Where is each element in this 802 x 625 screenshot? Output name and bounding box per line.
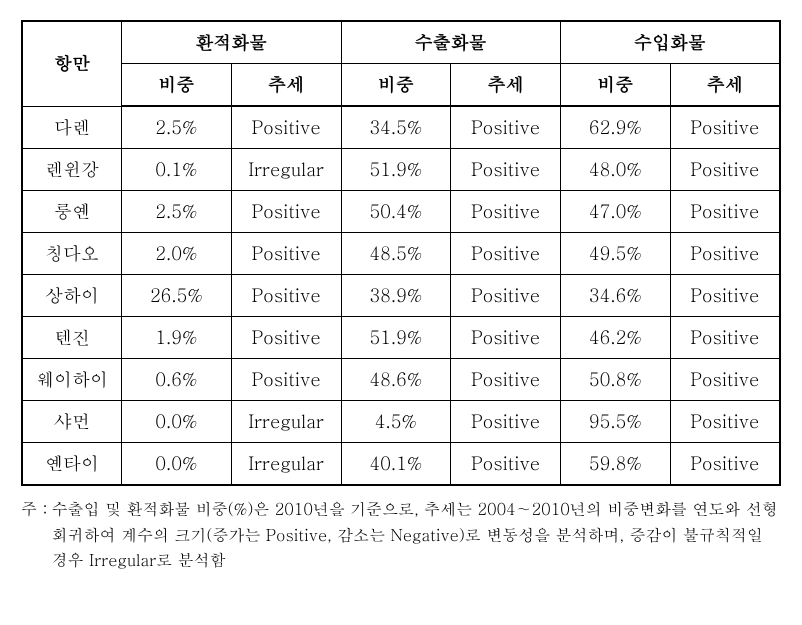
data-cell: 38.9%	[341, 275, 451, 317]
port-cell: 웨이하이	[22, 359, 122, 401]
data-cell: Positive	[451, 401, 561, 443]
data-cell: 2.5%	[122, 191, 232, 233]
data-cell: 46.2%	[560, 317, 670, 359]
data-cell: Positive	[231, 106, 341, 149]
footnote-label: 주 :	[21, 496, 52, 573]
data-cell: 50.4%	[341, 191, 451, 233]
footnote: 주 : 수출입 및 환적화물 비중(%)은 2010년을 기준으로, 추세는 2…	[21, 496, 781, 573]
header-sub-0-0: 비중	[122, 64, 232, 107]
data-cell: 59.8%	[560, 443, 670, 486]
table-row: 옌타이0.0%Irregular40.1%Positive59.8%Positi…	[22, 443, 780, 486]
data-cell: Positive	[670, 106, 780, 149]
header-group-2: 수입화물	[560, 21, 780, 64]
port-cell: 렌윈강	[22, 149, 122, 191]
header-sub-2-1: 추세	[670, 64, 780, 107]
data-cell: 51.9%	[341, 317, 451, 359]
data-cell: Positive	[451, 106, 561, 149]
table-row: 상하이26.5%Positive38.9%Positive34.6%Positi…	[22, 275, 780, 317]
header-sub-2-0: 비중	[560, 64, 670, 107]
header-sub-1-1: 추세	[451, 64, 561, 107]
table-body: 다렌2.5%Positive34.5%Positive62.9%Positive…	[22, 106, 780, 485]
port-cell: 옌타이	[22, 443, 122, 486]
data-cell: Positive	[670, 317, 780, 359]
table-row: 텐진1.9%Positive51.9%Positive46.2%Positive	[22, 317, 780, 359]
data-cell: Irregular	[231, 401, 341, 443]
data-cell: 0.0%	[122, 401, 232, 443]
data-cell: Positive	[670, 233, 780, 275]
data-cell: Positive	[670, 149, 780, 191]
data-cell: 50.8%	[560, 359, 670, 401]
data-cell: 95.5%	[560, 401, 670, 443]
data-cell: Positive	[451, 275, 561, 317]
data-cell: 48.6%	[341, 359, 451, 401]
table-row: 룽옌2.5%Positive50.4%Positive47.0%Positive	[22, 191, 780, 233]
data-cell: Irregular	[231, 443, 341, 486]
data-cell: 4.5%	[341, 401, 451, 443]
header-row-sub: 비중 추세 비중 추세 비중 추세	[22, 64, 780, 107]
data-cell: 34.5%	[341, 106, 451, 149]
data-cell: Positive	[231, 317, 341, 359]
data-cell: 48.5%	[341, 233, 451, 275]
data-cell: Positive	[231, 233, 341, 275]
port-cell: 상하이	[22, 275, 122, 317]
data-cell: Positive	[231, 275, 341, 317]
cargo-table: 항만 환적화물 수출화물 수입화물 비중 추세 비중 추세 비중 추세 다렌2.…	[21, 20, 781, 486]
header-group-0: 환적화물	[122, 21, 342, 64]
table-row: 샤먼0.0%Irregular4.5%Positive95.5%Positive	[22, 401, 780, 443]
data-cell: Positive	[670, 191, 780, 233]
data-cell: Positive	[670, 443, 780, 486]
data-cell: 40.1%	[341, 443, 451, 486]
data-cell: Positive	[451, 317, 561, 359]
table-row: 웨이하이0.6%Positive48.6%Positive50.8%Positi…	[22, 359, 780, 401]
header-port: 항만	[22, 21, 122, 106]
data-cell: Irregular	[231, 149, 341, 191]
data-cell: Positive	[670, 275, 780, 317]
data-cell: 0.1%	[122, 149, 232, 191]
data-cell: 26.5%	[122, 275, 232, 317]
data-cell: Positive	[670, 359, 780, 401]
port-cell: 룽옌	[22, 191, 122, 233]
data-cell: Positive	[451, 443, 561, 486]
data-cell: 49.5%	[560, 233, 670, 275]
port-cell: 텐진	[22, 317, 122, 359]
data-cell: Positive	[451, 359, 561, 401]
data-cell: Positive	[231, 359, 341, 401]
table-row: 칭다오2.0%Positive48.5%Positive49.5%Positiv…	[22, 233, 780, 275]
data-cell: 2.0%	[122, 233, 232, 275]
port-cell: 칭다오	[22, 233, 122, 275]
port-cell: 다렌	[22, 106, 122, 149]
data-cell: Positive	[670, 401, 780, 443]
data-cell: 62.9%	[560, 106, 670, 149]
data-cell: 48.0%	[560, 149, 670, 191]
table-row: 렌윈강0.1%Irregular51.9%Positive48.0%Positi…	[22, 149, 780, 191]
data-cell: Positive	[451, 149, 561, 191]
table-row: 다렌2.5%Positive34.5%Positive62.9%Positive	[22, 106, 780, 149]
data-cell: Positive	[451, 191, 561, 233]
data-cell: 47.0%	[560, 191, 670, 233]
header-sub-1-0: 비중	[341, 64, 451, 107]
port-cell: 샤먼	[22, 401, 122, 443]
data-cell: 0.0%	[122, 443, 232, 486]
header-group-1: 수출화물	[341, 21, 560, 64]
data-cell: 2.5%	[122, 106, 232, 149]
data-cell: Positive	[451, 233, 561, 275]
data-cell: 34.6%	[560, 275, 670, 317]
data-cell: 1.9%	[122, 317, 232, 359]
header-sub-0-1: 추세	[231, 64, 341, 107]
header-row-main: 항만 환적화물 수출화물 수입화물	[22, 21, 780, 64]
data-cell: 51.9%	[341, 149, 451, 191]
data-cell: Positive	[231, 191, 341, 233]
data-cell: 0.6%	[122, 359, 232, 401]
footnote-text: 수출입 및 환적화물 비중(%)은 2010년을 기준으로, 추세는 2004∼…	[52, 496, 781, 573]
